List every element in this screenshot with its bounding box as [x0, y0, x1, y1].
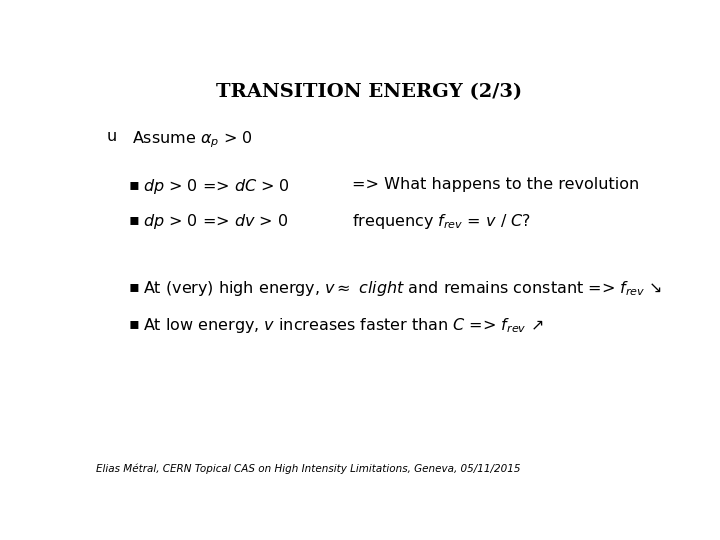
Text: Elias Métral, CERN Topical CAS on High Intensity Limitations, Geneva, 05/11/2015: Elias Métral, CERN Topical CAS on High I… — [96, 464, 520, 474]
Text: u: u — [107, 129, 117, 144]
Text: At low energy, $\it{v}$ increases faster than $\it{C}$ => $f_{rev}$ ↗: At low energy, $\it{v}$ increases faster… — [143, 316, 544, 335]
Text: ▪: ▪ — [129, 279, 140, 294]
Text: At (very) high energy, $v \approx$ $\it{clight}$ and remains constant => $f_{rev: At (very) high energy, $v \approx$ $\it{… — [143, 279, 662, 298]
Text: Assume $\alpha_p$ > 0: Assume $\alpha_p$ > 0 — [132, 129, 253, 150]
Text: ▪: ▪ — [129, 212, 140, 227]
Text: frequency $f_{rev}$ = $v$ / $C$?: frequency $f_{rev}$ = $v$ / $C$? — [352, 212, 531, 232]
Text: TRANSITION ENERGY (2/3): TRANSITION ENERGY (2/3) — [216, 84, 522, 102]
Text: $dp$ > 0 => $dC$ > 0: $dp$ > 0 => $dC$ > 0 — [143, 177, 290, 196]
Text: ▪: ▪ — [129, 177, 140, 192]
Text: => What happens to the revolution: => What happens to the revolution — [352, 177, 639, 192]
Text: ▪: ▪ — [129, 316, 140, 332]
Text: $dp$ > 0 => $dv$ > 0: $dp$ > 0 => $dv$ > 0 — [143, 212, 288, 232]
